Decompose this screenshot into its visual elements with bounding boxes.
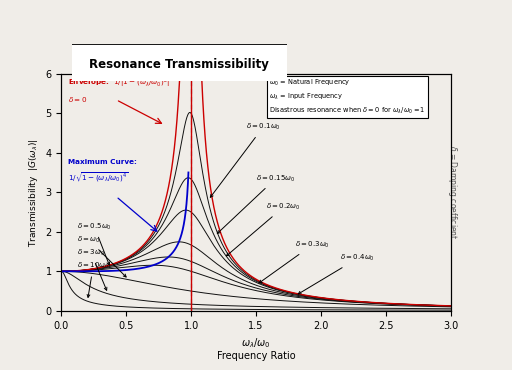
Text: Resonance Transmissibility: Resonance Transmissibility xyxy=(89,58,269,71)
Text: $\delta = 0.5\omega_{0}$: $\delta = 0.5\omega_{0}$ xyxy=(77,222,112,265)
FancyBboxPatch shape xyxy=(61,43,297,83)
Text: $\delta = \omega_{0}$: $\delta = \omega_{0}$ xyxy=(77,235,126,277)
Text: $\omega_{0}$ = Natural Frequency
$\omega_{\lambda}$ = Input Frequency
Disastrous: $\omega_{0}$ = Natural Frequency $\omega… xyxy=(269,78,425,115)
Text: $\delta = 0.3\omega_{0}$: $\delta = 0.3\omega_{0}$ xyxy=(259,240,330,283)
Text: $\delta = 0$: $\delta = 0$ xyxy=(68,95,88,104)
Text: Envelope:  $1/|1-(\omega_{\lambda}/\omega_{0})^{2}|$: Envelope: $1/|1-(\omega_{\lambda}/\omega… xyxy=(68,76,170,90)
Text: $\delta = 0.2\omega_{0}$: $\delta = 0.2\omega_{0}$ xyxy=(226,202,301,256)
Text: $\delta = 10\omega_{0}$: $\delta = 10\omega_{0}$ xyxy=(77,261,110,297)
Y-axis label: $\delta$ = Damping coefficient: $\delta$ = Damping coefficient xyxy=(446,145,459,240)
Text: $\delta = 0.1\omega_{0}$: $\delta = 0.1\omega_{0}$ xyxy=(210,122,281,197)
Text: $\delta = 0.15\omega_{0}$: $\delta = 0.15\omega_{0}$ xyxy=(217,174,295,233)
Text: Maximum Curve:: Maximum Curve: xyxy=(68,159,137,165)
X-axis label: $\omega_{\lambda}/\omega_{0}$
Frequency Ratio: $\omega_{\lambda}/\omega_{0}$ Frequency … xyxy=(217,336,295,361)
Text: $\delta = 3\omega_{0}$: $\delta = 3\omega_{0}$ xyxy=(77,248,107,290)
Y-axis label: Transmissibility  $|G(\omega_{\lambda})|$: Transmissibility $|G(\omega_{\lambda})|$ xyxy=(27,138,40,247)
Text: $1/\sqrt{1-(\omega_{\lambda}/\omega_{0})^{4}}$: $1/\sqrt{1-(\omega_{\lambda}/\omega_{0})… xyxy=(68,171,129,185)
Text: $\delta = 0.4\omega_{0}$: $\delta = 0.4\omega_{0}$ xyxy=(298,253,375,294)
